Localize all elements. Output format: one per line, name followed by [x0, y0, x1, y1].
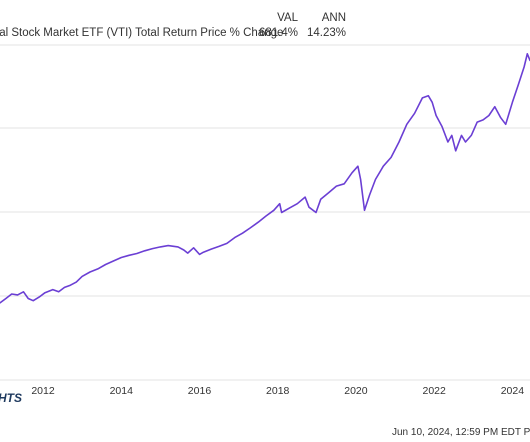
x-tick-label-2018: 2018: [266, 385, 290, 397]
x-tick-label-2022: 2022: [422, 385, 446, 397]
legend-series-label: tal Stock Market ETF (VTI) Total Return …: [0, 27, 283, 39]
x-tick-label-2016: 2016: [188, 385, 212, 397]
x-tick-label-2014: 2014: [110, 385, 134, 397]
legend-col-val: VAL: [277, 12, 298, 24]
series-line-vti: [0, 53, 530, 304]
x-tick-label-2012: 2012: [31, 385, 55, 397]
legend-ann: 14.23%: [307, 27, 346, 39]
legend-col-ann: ANN: [322, 12, 346, 24]
gridlines: [0, 44, 530, 381]
legend-val: 681.4%: [259, 27, 298, 39]
footer-timestamp: Jun 10, 2024, 12:59 PM EDT Powered by: [392, 427, 530, 438]
footer-logo-fragment: HTS: [0, 391, 22, 405]
x-axis-ticks: 2012 2014 2016 2018 2020 2022 2024: [31, 385, 524, 397]
x-tick-label-2020: 2020: [344, 385, 368, 397]
x-tick-label-2024: 2024: [501, 385, 525, 397]
